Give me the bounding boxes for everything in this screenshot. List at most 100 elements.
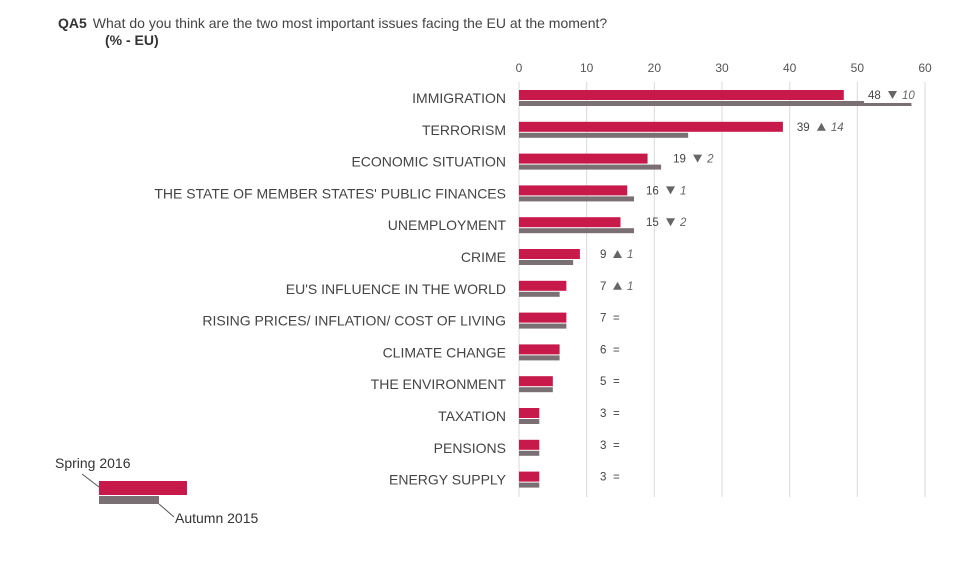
- category-label: IMMIGRATION: [412, 90, 506, 106]
- value-label: 5: [600, 376, 606, 388]
- bar-autumn-2015: [519, 387, 553, 393]
- bar-autumn-2015: [519, 196, 635, 202]
- value-label-group: 3 =: [600, 408, 620, 420]
- equal-icon: =: [613, 440, 620, 452]
- category-label: THE STATE OF MEMBER STATES' PUBLIC FINAN…: [154, 185, 506, 201]
- value-label-group: 15 2: [646, 217, 687, 229]
- value-label-group: 39 14: [797, 122, 844, 134]
- value-label: 3: [600, 472, 606, 484]
- bar-autumn-2015: [519, 450, 540, 456]
- category-label: TERRORISM: [422, 122, 506, 138]
- category-label: RISING PRICES/ INFLATION/ COST OF LIVING: [202, 313, 506, 329]
- bar-spring-2016: [519, 408, 540, 418]
- change-label: 1: [627, 249, 633, 261]
- legend-leader-line: [81, 473, 100, 488]
- value-label: 3: [600, 440, 606, 452]
- category-label: THE ENVIRONMENT: [371, 376, 507, 392]
- value-label-group: 7 =: [600, 313, 620, 325]
- down-arrow-icon: [666, 218, 676, 227]
- bar-spring-2016: [519, 121, 783, 132]
- value-label: 48: [868, 90, 881, 102]
- bar-spring-2016: [519, 376, 553, 387]
- value-label: 9: [600, 249, 606, 261]
- legend-label-spring-2016: Spring 2016: [55, 455, 131, 471]
- equal-icon: =: [613, 344, 620, 356]
- equal-icon: =: [613, 408, 620, 420]
- change-label: 2: [679, 217, 687, 229]
- bar-spring-2016: [519, 217, 621, 228]
- unit-label: (% - EU): [105, 32, 159, 48]
- category-label: UNEMPLOYMENT: [388, 217, 507, 233]
- up-arrow-icon: [613, 250, 622, 258]
- up-arrow-icon: [613, 281, 622, 290]
- equal-icon: =: [613, 376, 620, 388]
- change-label: 10: [902, 90, 915, 102]
- bar-autumn-2015: [519, 482, 540, 488]
- question-code: QA5: [58, 15, 87, 31]
- x-tick-label: 30: [715, 61, 729, 75]
- equal-icon: =: [613, 313, 620, 325]
- x-tick-label: 60: [918, 61, 932, 75]
- bar-autumn-2015: [519, 355, 560, 361]
- value-label-group: 3 =: [600, 440, 620, 452]
- x-tick-label: 10: [580, 61, 594, 75]
- bar-autumn-2015: [519, 101, 912, 106]
- bar-spring-2016: [519, 90, 844, 100]
- bar-autumn-2015: [519, 228, 635, 234]
- bar-autumn-2015: [519, 132, 689, 138]
- value-label-group: 16 1: [646, 185, 686, 197]
- down-arrow-icon: [888, 91, 897, 99]
- change-label: 1: [627, 281, 633, 293]
- chart-header: QA5 What do you think are the two most im…: [58, 14, 607, 32]
- bar-spring-2016: [519, 344, 560, 355]
- x-tick-label: 0: [516, 61, 523, 75]
- legend-label-autumn-2015: Autumn 2015: [175, 510, 258, 526]
- bar-spring-2016: [519, 249, 580, 259]
- equal-icon: =: [613, 472, 620, 484]
- legend-swatch-spring-2016: [99, 481, 187, 495]
- change-label: 1: [680, 185, 686, 197]
- bar-autumn-2015: [519, 323, 567, 329]
- bar-spring-2016: [519, 439, 540, 450]
- category-label: PENSIONS: [434, 440, 506, 456]
- bar-spring-2016: [519, 471, 540, 482]
- bar-spring-2016: [519, 280, 567, 291]
- up-arrow-icon: [816, 122, 826, 131]
- bar-autumn-2015: [519, 419, 540, 424]
- down-arrow-icon: [666, 186, 676, 195]
- value-label-group: 19 2: [673, 154, 714, 166]
- category-label: ENERGY SUPPLY: [389, 472, 507, 488]
- change-label: 14: [831, 122, 844, 134]
- x-tick-label: 40: [783, 61, 797, 75]
- category-label: ECONOMIC SITUATION: [351, 154, 506, 170]
- bar-autumn-2015: [519, 164, 662, 170]
- question-text: What do you think are the two most impor…: [92, 15, 608, 31]
- value-label-group: 5 =: [600, 376, 620, 388]
- value-label: 15: [646, 217, 659, 229]
- value-label: 6: [600, 344, 606, 356]
- down-arrow-icon: [693, 154, 703, 163]
- category-label: CRIME: [461, 249, 506, 265]
- value-label-group: 3 =: [600, 472, 620, 484]
- bar-spring-2016: [519, 185, 628, 196]
- value-label: 7: [600, 313, 606, 325]
- category-label: TAXATION: [438, 408, 506, 424]
- value-label-group: 6 =: [600, 344, 620, 356]
- x-tick-label: 20: [648, 61, 662, 75]
- value-label: 7: [600, 281, 606, 293]
- legend-leader-line: [158, 503, 175, 518]
- bar-spring-2016: [519, 312, 567, 323]
- value-label: 39: [797, 122, 810, 134]
- category-label: EU'S INFLUENCE IN THE WORLD: [286, 281, 506, 297]
- change-label: 2: [706, 154, 714, 166]
- bar-autumn-2015: [519, 260, 574, 265]
- bar-spring-2016: [519, 153, 648, 164]
- x-tick-label: 50: [851, 61, 865, 75]
- category-label: CLIMATE CHANGE: [383, 344, 506, 360]
- bar-autumn-2015: [519, 291, 560, 297]
- value-label: 3: [600, 408, 606, 420]
- legend-swatch-autumn-2015: [99, 496, 159, 504]
